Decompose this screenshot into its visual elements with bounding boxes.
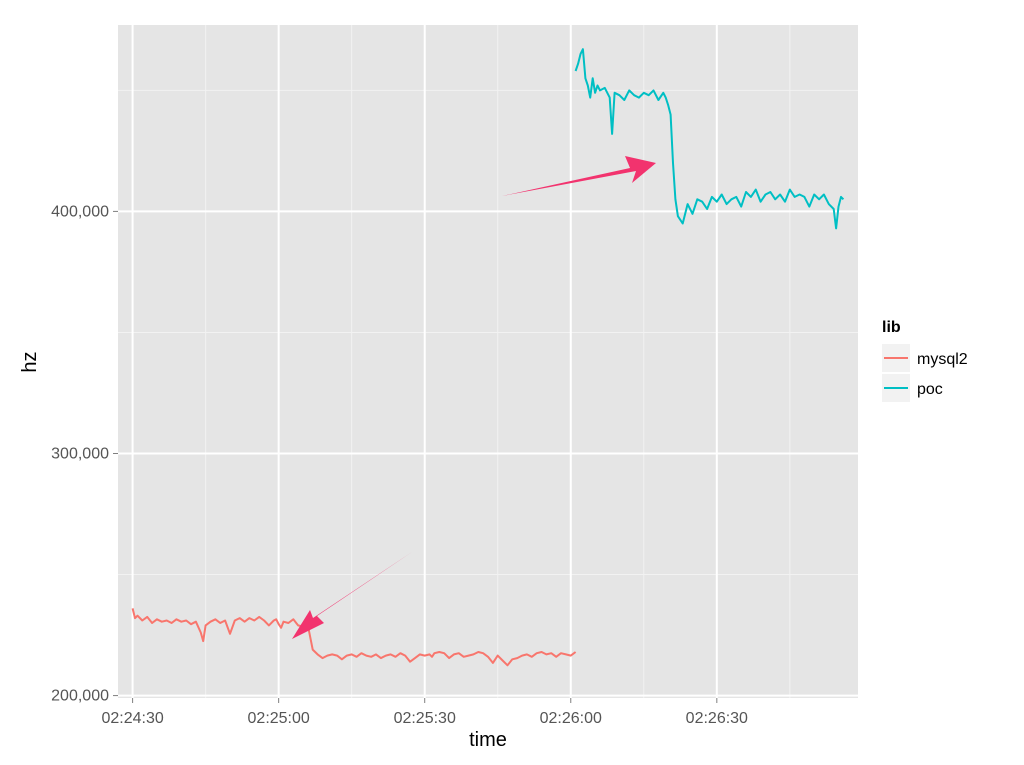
series-line-poc [574, 48, 845, 230]
legend-title: lib [882, 319, 901, 336]
arrow-mysql2-drop-annotation [292, 552, 412, 639]
series-line-mysql2 [131, 608, 577, 667]
plot-panel [118, 25, 858, 698]
annotation-arrows [292, 156, 656, 639]
legend-label-poc: poc [917, 381, 943, 398]
legend: lib mysql2 poc [882, 319, 968, 402]
y-axis-ticks: 200,000 300,000 400,000 [51, 203, 118, 705]
x-axis-title: time [469, 729, 507, 751]
series-lines [131, 48, 845, 667]
x-axis-ticks: 02:24:30 02:25:00 02:25:30 02:26:00 02:26:30 [101, 698, 748, 727]
x-tick-label: 02:25:30 [394, 710, 456, 727]
x-tick-label: 02:26:00 [540, 710, 602, 727]
y-tick-label: 300,000 [51, 445, 109, 462]
x-tick-label: 02:24:30 [101, 710, 163, 727]
legend-label-mysql2: mysql2 [917, 351, 968, 368]
major-gridlines [118, 25, 858, 698]
arrow-poc-drop-annotation [502, 156, 656, 196]
y-axis-title: hz [19, 351, 41, 372]
y-tick-label: 400,000 [51, 203, 109, 220]
y-tick-label: 200,000 [51, 688, 109, 705]
x-tick-label: 02:25:00 [248, 710, 310, 727]
minor-gridlines [118, 25, 858, 698]
x-tick-label: 02:26:30 [686, 710, 748, 727]
